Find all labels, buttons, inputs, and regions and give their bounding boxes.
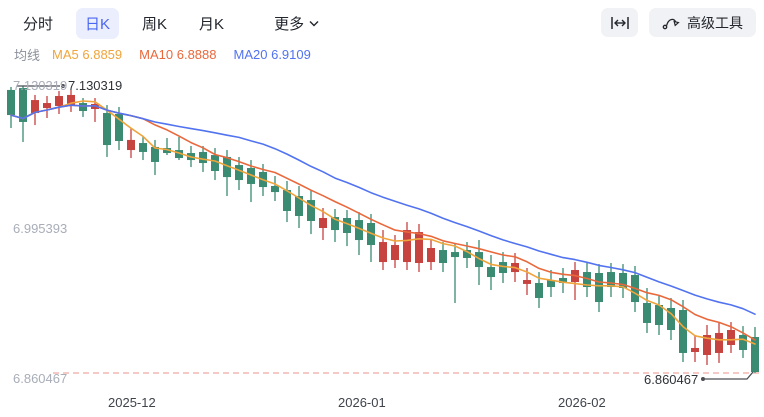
ma10-name: MA10 — [139, 47, 174, 62]
tab-weekly-k[interactable]: 周K — [142, 15, 168, 33]
chevron-down-icon — [309, 20, 319, 27]
period-tabs: 分时 日K 周K 月K 更多 — [14, 7, 342, 39]
horizontal-range-icon — [610, 16, 630, 30]
legend-ma20: MA20 6.9109 — [234, 47, 311, 62]
advanced-tools-label: 高级工具 — [687, 14, 743, 31]
tab-daily-k[interactable]: 日K — [76, 7, 120, 39]
tab-monthly-k[interactable]: 月K — [199, 15, 225, 33]
legend-ma5: MA5 6.8859 — [52, 47, 122, 62]
ma5-value: 6.8859 — [82, 47, 123, 62]
tab-minute[interactable]: 分时 — [23, 15, 54, 33]
more-label: 更多 — [274, 15, 305, 33]
toolbar-right: 高级工具 — [601, 8, 756, 37]
bezier-tool-icon — [662, 14, 680, 31]
ma10-value: 6.8888 — [176, 47, 217, 62]
tab-more[interactable]: 更多 — [265, 8, 328, 39]
legend-title: 均线 — [14, 48, 41, 63]
ma20-name: MA20 — [233, 47, 268, 62]
ma20-value: 6.9109 — [271, 47, 311, 62]
ma-legend: 均线 MA5 6.8859 MA10 6.8888 MA20 6.9109 — [14, 45, 328, 64]
range-button[interactable] — [601, 8, 638, 37]
legend-ma10: MA10 6.8888 — [139, 47, 216, 62]
ma5-name: MA5 — [52, 47, 79, 62]
advanced-tools-button[interactable]: 高级工具 — [649, 8, 756, 37]
